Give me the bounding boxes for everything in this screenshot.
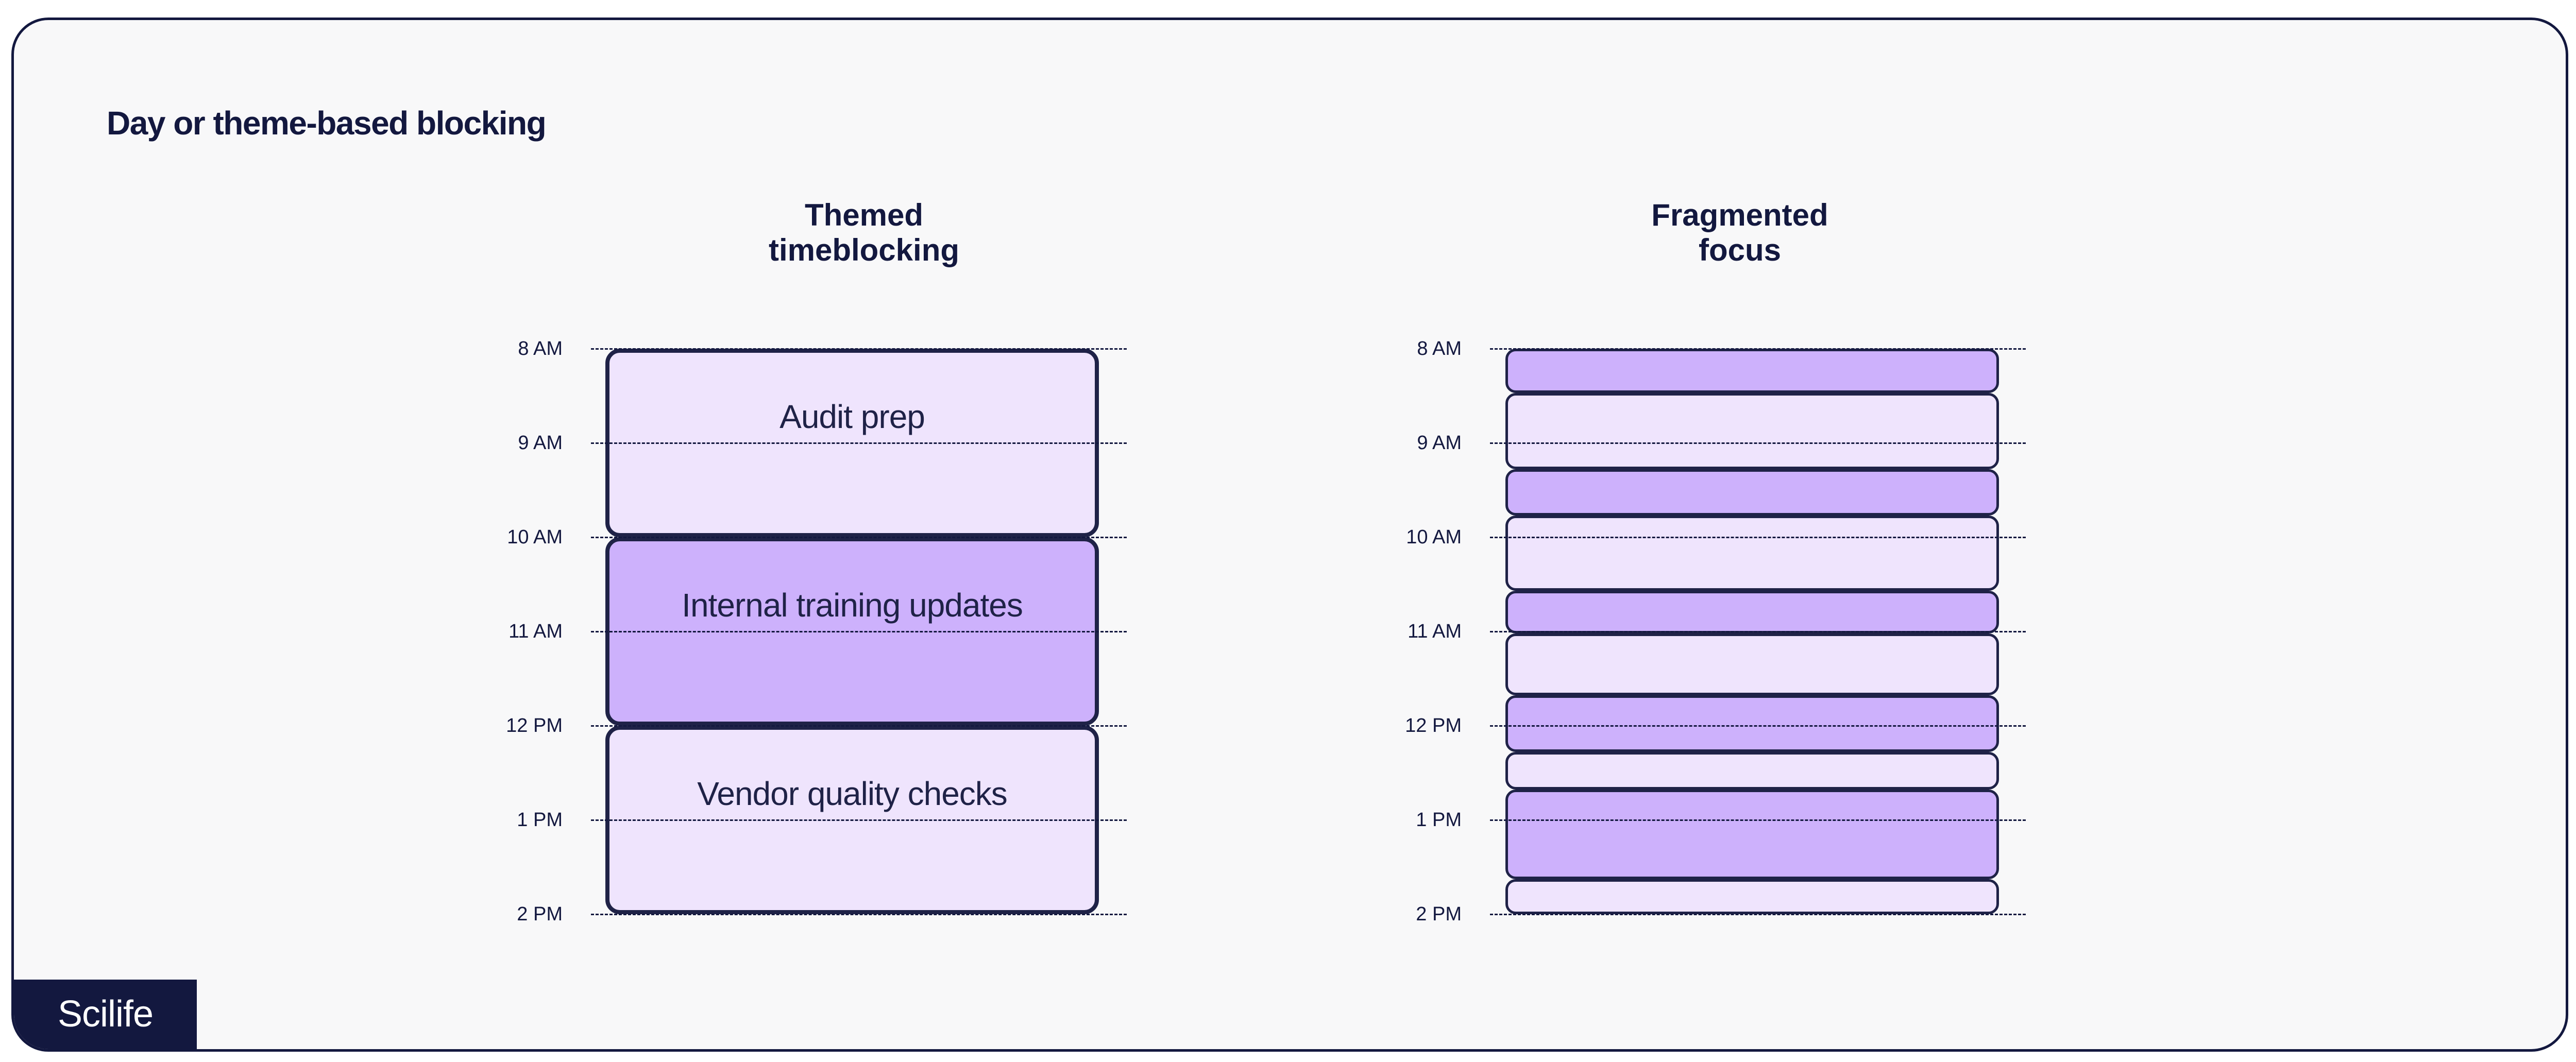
themed-hour-line (591, 914, 1127, 915)
fragmented-hour-line (1490, 819, 2026, 821)
fragmented-time-label: 9 AM (1417, 432, 1462, 454)
themed-time-label: 10 AM (507, 526, 563, 548)
fragmented-block (1505, 879, 1999, 914)
fragmented-hour-line (1490, 537, 2026, 538)
themed-time-label: 2 PM (517, 903, 563, 925)
page-title: Day or theme-based blocking (107, 105, 547, 142)
themed-time-label: 1 PM (517, 809, 563, 831)
fragmented-hour-line (1490, 442, 2026, 444)
fragmented-block (1505, 633, 1999, 696)
fragmented-hour-line (1490, 725, 2026, 727)
fragmented-block (1505, 393, 1999, 470)
fragmented-block (1505, 469, 1999, 516)
themed-hour-line (591, 631, 1127, 632)
fragmented-time-label: 1 PM (1416, 809, 1462, 831)
fragmented-block (1505, 515, 1999, 591)
themed-panel-title: Themed timeblocking (606, 198, 1122, 268)
fragmented-time-label: 12 PM (1405, 715, 1462, 736)
themed-time-label: 8 AM (518, 338, 563, 359)
themed-title-line2: timeblocking (768, 233, 960, 267)
fragmented-title-line2: focus (1698, 233, 1782, 267)
fragmented-hour-line (1490, 914, 2026, 915)
themed-hour-line (591, 537, 1127, 538)
themed-time-label: 11 AM (509, 621, 563, 642)
fragmented-block (1505, 790, 1999, 880)
themed-block-label: Vendor quality checks (697, 775, 1008, 812)
fragmented-time-label: 2 PM (1416, 903, 1462, 925)
fragmented-block (1505, 752, 1999, 790)
themed-time-label: 9 AM (518, 432, 563, 454)
themed-hour-line (591, 819, 1127, 821)
fragmented-block (1505, 591, 1999, 633)
themed-hour-line (591, 348, 1127, 350)
fragmented-title-line1: Fragmented (1651, 198, 1828, 232)
fragmented-time-label: 8 AM (1417, 338, 1462, 359)
fragmented-time-label: 10 AM (1406, 526, 1462, 548)
themed-block-label: Internal training updates (682, 587, 1023, 624)
fragmented-time-label: 11 AM (1408, 621, 1462, 642)
fragmented-block (1505, 695, 1999, 752)
themed-title-line1: Themed (804, 198, 924, 232)
scilife-logo: Scilife (14, 980, 197, 1049)
fragmented-block (1505, 349, 1999, 393)
themed-hour-line (591, 725, 1127, 727)
diagram-card: Day or theme-based blocking Themed timeb… (11, 18, 2568, 1052)
fragmented-hour-line (1490, 348, 2026, 350)
themed-block-label: Audit prep (779, 398, 925, 435)
fragmented-hour-line (1490, 631, 2026, 632)
themed-time-label: 12 PM (506, 715, 563, 736)
fragmented-panel-title: Fragmented focus (1482, 198, 1997, 268)
themed-hour-line (591, 442, 1127, 444)
